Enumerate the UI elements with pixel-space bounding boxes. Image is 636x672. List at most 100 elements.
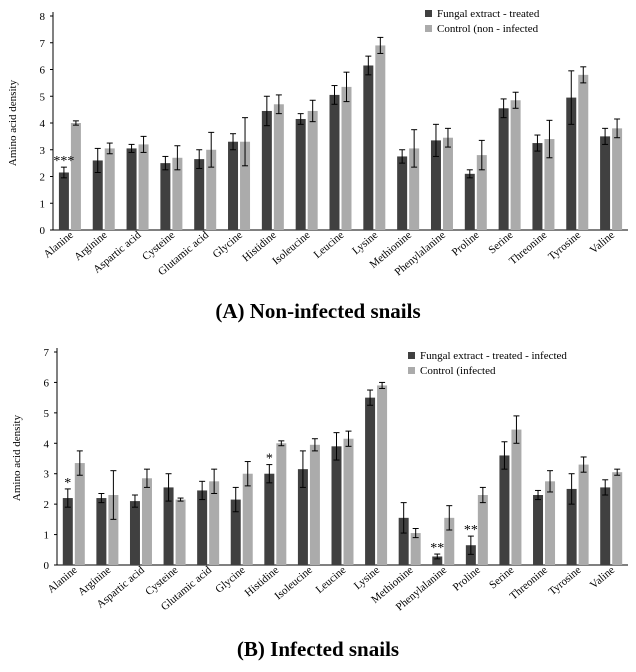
bar <box>264 473 275 565</box>
bar <box>297 469 308 565</box>
bar <box>398 517 409 565</box>
y-tick-label: 1 <box>40 198 46 210</box>
bar <box>430 140 441 230</box>
y-tick-label: 4 <box>44 438 50 450</box>
x-tick-label: Lysine <box>352 564 382 592</box>
bar <box>141 478 152 565</box>
bar <box>331 446 342 565</box>
x-tick-label: Leucine <box>314 564 349 596</box>
bar <box>343 438 354 565</box>
x-tick-label: Alanine <box>45 564 79 596</box>
x-tick-label: Tyrosine <box>546 229 583 263</box>
y-axis-label: Amino acid density <box>7 79 19 166</box>
panel-a-caption: (A) Non-infected snails <box>215 299 421 323</box>
bar <box>533 495 544 565</box>
x-tick-label: Alanine <box>41 229 75 261</box>
significance-annotation: *** <box>53 154 74 169</box>
bar <box>464 173 475 230</box>
bar <box>499 455 510 565</box>
x-tick-label: Tyrosine <box>546 564 583 598</box>
bar <box>172 157 183 230</box>
bar <box>444 517 455 565</box>
bar <box>242 473 253 565</box>
bar <box>566 488 577 565</box>
bar <box>108 495 119 565</box>
legend-swatch <box>408 352 415 359</box>
significance-annotation: * <box>266 452 273 467</box>
bar <box>477 495 488 565</box>
legend-label: Fungal extract - treated <box>437 8 540 20</box>
x-tick-label: Leucine <box>312 229 347 261</box>
bar <box>104 148 115 230</box>
bar <box>532 143 543 230</box>
bar <box>209 481 220 565</box>
bar <box>228 141 239 230</box>
bar <box>600 487 611 565</box>
bar <box>544 139 555 230</box>
bar <box>276 443 287 565</box>
x-tick-label: Lysine <box>350 229 380 257</box>
x-tick-label: Isoleucine <box>270 229 312 267</box>
x-tick-label: Isoleucine <box>272 564 314 602</box>
bar <box>163 487 174 565</box>
bar <box>129 501 140 565</box>
bar <box>377 385 388 565</box>
bar <box>126 148 137 230</box>
bar <box>138 144 149 230</box>
bar <box>341 86 352 230</box>
bar <box>375 45 386 230</box>
y-axis-label: Amino acid density <box>11 414 23 501</box>
bar <box>409 148 420 230</box>
y-tick-label: 4 <box>40 118 46 130</box>
x-tick-label: Serine <box>486 229 515 256</box>
bar <box>261 110 272 230</box>
bar <box>432 556 443 565</box>
significance-annotation: ** <box>430 541 444 556</box>
y-tick-label: 2 <box>44 499 50 511</box>
bar <box>410 533 421 565</box>
bar <box>476 155 487 230</box>
x-tick-label: Threonine <box>508 564 550 602</box>
bar <box>600 136 611 230</box>
bar <box>96 498 107 565</box>
y-tick-label: 6 <box>44 377 50 389</box>
x-tick-label: Valine <box>588 564 617 591</box>
bar <box>442 137 453 230</box>
y-tick-label: 3 <box>40 145 46 157</box>
legend-swatch <box>408 367 415 374</box>
y-tick-label: 1 <box>44 530 50 542</box>
x-tick-label: Serine <box>487 564 516 591</box>
legend-swatch <box>425 25 432 32</box>
bar <box>511 429 522 565</box>
bar <box>498 108 509 230</box>
x-tick-label: Proline <box>451 564 483 594</box>
legend-swatch <box>425 10 432 17</box>
significance-annotation: ** <box>464 523 478 538</box>
y-tick-label: 0 <box>44 560 50 572</box>
panel-b-caption: (B) Infected snails <box>236 637 400 661</box>
y-tick-label: 3 <box>44 469 50 481</box>
bar <box>206 149 217 230</box>
y-tick-label: 5 <box>40 91 46 103</box>
bar <box>194 159 205 230</box>
bar <box>160 163 171 230</box>
x-tick-label: Proline <box>450 229 482 259</box>
legend-label: Control (non - infected <box>437 23 539 35</box>
bar <box>365 397 376 565</box>
bar <box>363 65 374 230</box>
bar <box>197 490 208 565</box>
bar <box>612 128 623 230</box>
y-tick-label: 2 <box>40 172 46 184</box>
bar <box>578 464 589 565</box>
bar <box>62 498 73 565</box>
bar <box>578 74 589 230</box>
legend-label: Control (infected <box>420 365 496 377</box>
bar <box>566 97 577 231</box>
bar <box>309 444 320 565</box>
bar <box>612 472 623 565</box>
bar <box>329 94 340 230</box>
